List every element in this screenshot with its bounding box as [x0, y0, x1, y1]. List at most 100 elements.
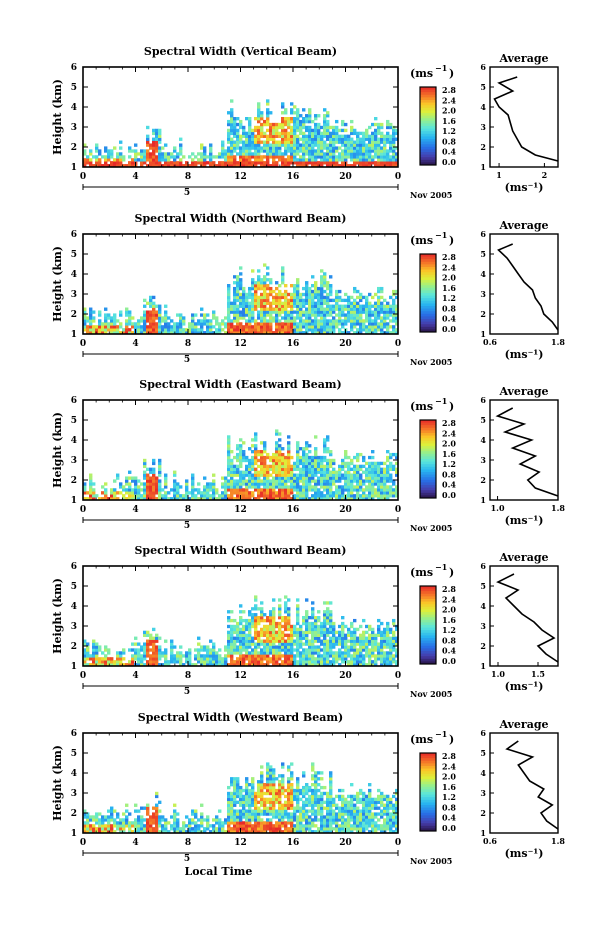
heatmap-cell [380, 161, 384, 165]
heatmap-cell [263, 654, 267, 658]
heatmap-cell [260, 286, 264, 291]
heatmap-cell [287, 298, 291, 303]
heatmap-cell [260, 161, 264, 165]
heatmap-cell [263, 143, 267, 147]
heatmap-cell [266, 319, 270, 323]
heatmap-cell [236, 140, 240, 144]
heatmap-cell [332, 660, 336, 664]
heatmap-cell [287, 621, 291, 626]
heatmap-cell [299, 128, 303, 133]
heatmap-cell [305, 476, 309, 480]
heatmap-cell [314, 470, 318, 474]
heatmap-cell [296, 461, 300, 466]
heatmap-cell [344, 140, 348, 144]
heatmap-cell [305, 482, 309, 486]
average-y-tick-label: 4 [480, 102, 486, 112]
heatmap-cell [317, 458, 321, 463]
heatmap-cell [284, 331, 288, 335]
heatmap-cell [284, 119, 288, 124]
heatmap-cell [287, 140, 291, 144]
heatmap-cell [374, 146, 378, 150]
heatmap-cell [350, 322, 354, 326]
heatmap-cell [221, 143, 225, 147]
heatmap-cell [356, 301, 360, 305]
heatmap-cell [302, 310, 306, 314]
heatmap-cell [275, 464, 279, 469]
heatmap-cell [320, 281, 324, 285]
heatmap-cell [383, 485, 387, 489]
heatmap-cell [272, 642, 276, 646]
heatmap-cell [233, 642, 237, 646]
heatmap-cell [257, 125, 261, 130]
heatmap-cell [359, 473, 363, 477]
heatmap-cell [377, 137, 381, 141]
heatmap-cell [368, 307, 372, 311]
heatmap-cell [257, 143, 261, 147]
heatmap-cell [353, 618, 357, 623]
heatmap-cell [356, 131, 360, 136]
heatmap-cell [278, 122, 282, 127]
heatmap-cell [386, 645, 390, 649]
heatmap-cell [359, 657, 363, 661]
heatmap-cell [242, 152, 246, 156]
heatmap-cell [377, 497, 381, 501]
heatmap-cell [380, 639, 384, 643]
heatmap-cell [257, 497, 261, 501]
heatmap-cell [305, 627, 309, 632]
heatmap-cell [371, 161, 375, 165]
heatmap-cell [107, 325, 111, 329]
x-tick-label: 4 [132, 671, 138, 681]
heatmap-cell [242, 491, 246, 495]
heatmap-cell [338, 651, 342, 655]
heatmap-cell [263, 467, 267, 471]
heatmap-cell [353, 286, 357, 291]
heatmap-cell [137, 485, 141, 489]
heatmap-cell [374, 319, 378, 323]
heatmap-cell [245, 295, 249, 300]
heatmap-cell [317, 325, 321, 329]
heatmap-cell [239, 651, 243, 655]
heatmap-cell [254, 286, 258, 291]
heatmap-cell [299, 122, 303, 127]
heatmap-cell [245, 455, 249, 460]
heatmap-cell [272, 131, 276, 136]
heatmap-cell [335, 651, 339, 655]
average-y-tick-label: 3 [480, 621, 486, 631]
heatmap-cell [296, 616, 300, 620]
unit-paren: ) [449, 67, 454, 80]
heatmap-cell [314, 452, 318, 457]
colorbar-segment [420, 133, 436, 137]
heatmap-cell [248, 304, 252, 308]
heatmap-cell [296, 281, 300, 285]
heatmap-cell [323, 624, 327, 629]
heatmap-cell [257, 663, 261, 667]
heatmap-cell [245, 301, 249, 305]
heatmap-cell [119, 310, 123, 314]
heatmap-cell [245, 482, 249, 486]
heatmap-cell [242, 128, 246, 133]
heatmap-cell [230, 657, 234, 661]
y-tick-label: 1 [71, 496, 77, 506]
heatmap-cell [323, 616, 327, 620]
average-x-tick-label: 1.0 [491, 503, 505, 513]
heatmap-cell [236, 122, 240, 127]
heatmap-cell [293, 464, 297, 469]
heatmap-cell [308, 158, 312, 162]
heatmap-cell [272, 307, 276, 311]
heatmap-cell [161, 155, 165, 159]
colorbar-tick-label: 2.8 [442, 85, 456, 95]
heatmap-cell [347, 464, 351, 469]
heatmap-cell [386, 313, 390, 317]
heatmap-cell [233, 286, 237, 291]
heatmap-cell [128, 494, 132, 498]
colorbar-segment [420, 272, 436, 276]
heatmap-cell [152, 140, 156, 144]
heatmap-cell [329, 143, 333, 147]
heatmap-cell [299, 319, 303, 323]
heatmap-cell [329, 610, 333, 614]
heatmap-cell [302, 313, 306, 317]
heatmap-cell [155, 479, 159, 483]
heatmap-cell [395, 313, 399, 317]
heatmap-cell [287, 322, 291, 326]
unit-exponent: −1 [435, 396, 447, 406]
